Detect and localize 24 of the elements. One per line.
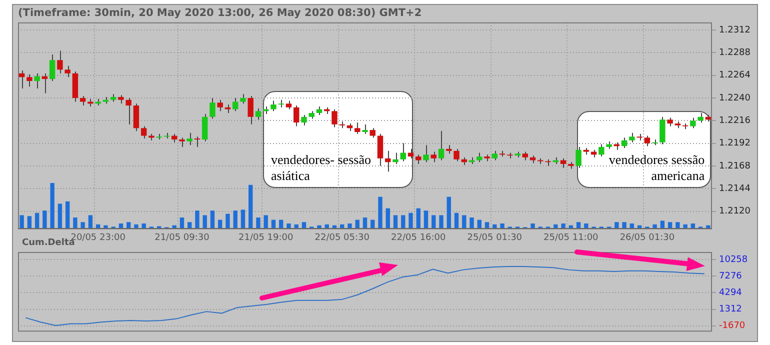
y-tick-label: 1312 xyxy=(719,304,742,315)
y-tick-label: 1.2192 xyxy=(719,138,750,149)
x-tick-label: 22/05 16:00 xyxy=(391,232,446,243)
annotation: vendedores sessão americana xyxy=(608,152,705,184)
y-tick-label: 1.2144 xyxy=(719,184,751,194)
y-tick-label: 1.2216 xyxy=(719,116,751,126)
x-tick-label: 22/05 05:30 xyxy=(314,232,370,243)
chart-title: (Timeframe: 30min, 20 May 2020 13:00, 26 May 2020 08:30) GMT+2 xyxy=(18,7,422,19)
y-tick-label: 4294 xyxy=(719,288,742,298)
y-tick-label: 1.2168 xyxy=(719,161,751,172)
x-tick-label: 25/05 01:30 xyxy=(467,232,522,243)
y-tick-label: 7276 xyxy=(719,271,742,282)
x-tick-label: 21/05 19:00 xyxy=(238,232,294,243)
y-tick-label: -1670 xyxy=(719,321,746,332)
annotation: vendedores- sessão asiática xyxy=(270,152,372,184)
y-tick-label: 10258 xyxy=(719,254,748,265)
x-tick-label: 21/05 09:30 xyxy=(154,232,210,243)
y-tick-label: 1.2288 xyxy=(719,48,751,58)
x-tick-label: 25/05 11:00 xyxy=(544,232,599,243)
y-tick-label: 1.2120 xyxy=(719,206,751,217)
y-tick-label: 1.2240 xyxy=(719,93,751,104)
x-tick-label: 26/05 01:30 xyxy=(620,232,675,243)
y-tick-label: 1.2312 xyxy=(719,25,750,36)
y-tick-label: 1.2264 xyxy=(719,70,751,81)
